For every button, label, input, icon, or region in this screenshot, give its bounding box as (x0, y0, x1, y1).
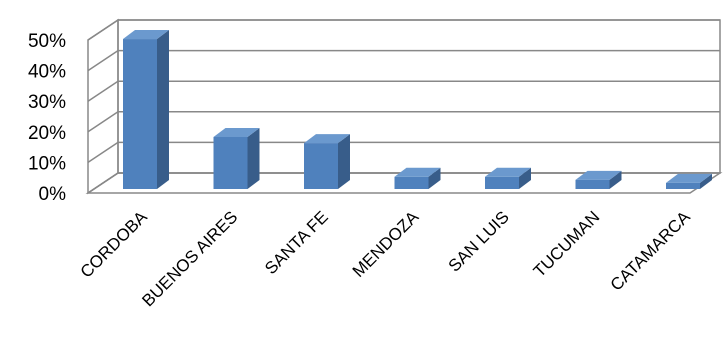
x-tick-label: BUENOS AIRES (138, 207, 241, 310)
y-tick-label: 50% (28, 31, 66, 52)
bar (394, 167, 441, 189)
bar (485, 167, 531, 189)
x-tick-label: CORDOBA (77, 207, 152, 282)
chart-floor (85, 172, 723, 194)
gridline (87, 111, 720, 133)
y-axis-ticks: 0% 10% 20% 30% 40% 50% (28, 31, 66, 205)
bar-side (700, 173, 712, 189)
y-tick-label: 30% (28, 92, 66, 113)
side-wall (87, 18, 119, 195)
floor (85, 172, 723, 194)
bar (123, 30, 169, 190)
bar-front (485, 176, 519, 189)
bar-front (213, 136, 248, 189)
bar-top (666, 173, 712, 183)
gridline (87, 80, 720, 102)
bar-front (394, 176, 429, 189)
bar-side (519, 167, 531, 189)
y-tick-label: 10% (28, 153, 66, 174)
y-tick-label: 0% (39, 184, 67, 205)
gridline (87, 19, 720, 41)
gridline (87, 49, 720, 72)
bar (213, 127, 260, 189)
y-tick-label: 40% (28, 62, 66, 83)
x-tick-label: SAN LUIS (445, 207, 513, 275)
x-tick-label: TUCUMAN (530, 207, 604, 281)
bar (304, 134, 350, 189)
bar-top (213, 127, 260, 137)
bar-side (157, 30, 169, 190)
x-tick-label: CATAMARCA (607, 207, 695, 295)
bar-front (575, 179, 610, 189)
bar-top (123, 30, 169, 40)
bar (575, 170, 622, 189)
bar-side (247, 127, 260, 189)
gridline (87, 141, 720, 164)
y-tick-label: 20% (28, 123, 66, 144)
bar-side (428, 167, 441, 189)
bar-side (338, 134, 350, 189)
bar-top (304, 134, 350, 144)
gridlines (87, 19, 720, 194)
back-wall (117, 19, 721, 174)
chart-walls (87, 18, 721, 195)
bar-front (304, 143, 338, 189)
bar-side (609, 170, 622, 189)
x-tick-label: SANTA FE (261, 207, 332, 278)
bar-top (485, 167, 531, 177)
bar-front (666, 182, 700, 189)
bar (666, 173, 712, 189)
bar-top (394, 167, 441, 177)
bar-front (123, 39, 157, 190)
bar-top (575, 170, 622, 180)
x-tick-label: MENDOZA (349, 207, 423, 281)
bars (123, 30, 712, 190)
